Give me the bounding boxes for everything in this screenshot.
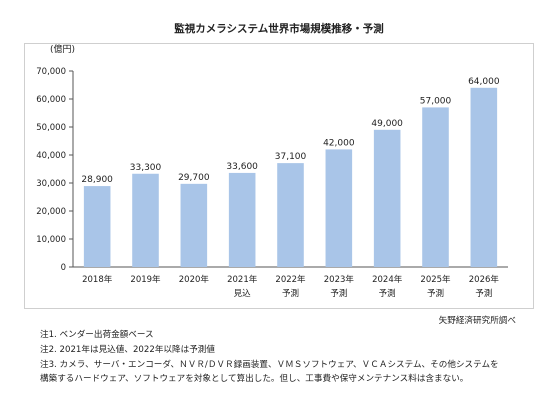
- bar: [132, 173, 159, 267]
- bar-value-label: 33,300: [130, 163, 162, 173]
- bar: [373, 129, 401, 267]
- bar-value-label: 28,900: [81, 175, 113, 185]
- x-tick-label: 2019年: [130, 274, 161, 285]
- y-tick-label: 0: [61, 263, 66, 273]
- y-tick-label: 20,000: [36, 207, 66, 217]
- x-tick-sublabel: 予測: [379, 288, 396, 299]
- bar-value-label: 29,700: [178, 173, 210, 183]
- x-tick-label: 2026年: [469, 274, 500, 285]
- bar-value-label: 42,000: [323, 138, 355, 148]
- x-tick-sublabel: 予測: [427, 288, 444, 299]
- x-tick-label: 2023年: [324, 274, 355, 285]
- bar-value-label: 37,100: [275, 152, 307, 162]
- x-tick-sublabel: 見込: [234, 288, 252, 299]
- x-tick-sublabel: 予測: [330, 288, 347, 299]
- bar-value-label: 33,600: [226, 162, 258, 172]
- source-credit: 矢野経済研究所調べ: [438, 316, 516, 326]
- bar-value-label: 57,000: [420, 96, 452, 106]
- bar: [180, 183, 208, 267]
- x-tick-sublabel: 予測: [475, 288, 492, 299]
- bar-value-label: 49,000: [371, 119, 403, 129]
- bar-value-label: 64,000: [468, 77, 500, 87]
- note-3: 注3. カメラ、サーバ・エンコーダ、ＮＶＲ/ＤＶＲ録画装置、ＶＭＳソフトウェア、…: [40, 360, 499, 370]
- x-tick-label: 2020年: [179, 274, 210, 285]
- note-3-continued: 構築するハードウェア、ソフトウェアを対象として算出した。但し、工事費や保守メンテ…: [40, 374, 469, 384]
- note-1: 注1. ベンダー出荷金額ベース: [40, 330, 154, 340]
- bar: [325, 149, 353, 267]
- y-axis-unit-label: (億円): [50, 43, 75, 55]
- chart-frame: [24, 43, 534, 309]
- y-tick-label: 40,000: [36, 151, 66, 161]
- x-tick-sublabel: 予測: [282, 288, 299, 299]
- note-2: 注2. 2021年は見込値、2022年以降は予測値: [40, 345, 215, 355]
- bar: [228, 172, 256, 267]
- x-tick-label: 2021年: [227, 274, 258, 285]
- bar: [470, 87, 498, 267]
- y-tick-label: 10,000: [36, 235, 66, 245]
- y-tick-label: 70,000: [36, 67, 66, 77]
- chart-title: 監視カメラシステム世界市場規模推移・予測: [174, 23, 384, 35]
- x-tick-label: 2022年: [275, 274, 306, 285]
- x-tick-label: 2025年: [420, 274, 451, 285]
- bar: [422, 107, 449, 268]
- x-tick-label: 2024年: [372, 274, 403, 285]
- y-tick-label: 30,000: [36, 179, 66, 189]
- x-tick-label: 2018年: [82, 274, 113, 285]
- bar: [83, 186, 111, 267]
- y-tick-label: 60,000: [36, 95, 66, 105]
- y-tick-label: 50,000: [36, 123, 66, 133]
- bar: [277, 163, 304, 267]
